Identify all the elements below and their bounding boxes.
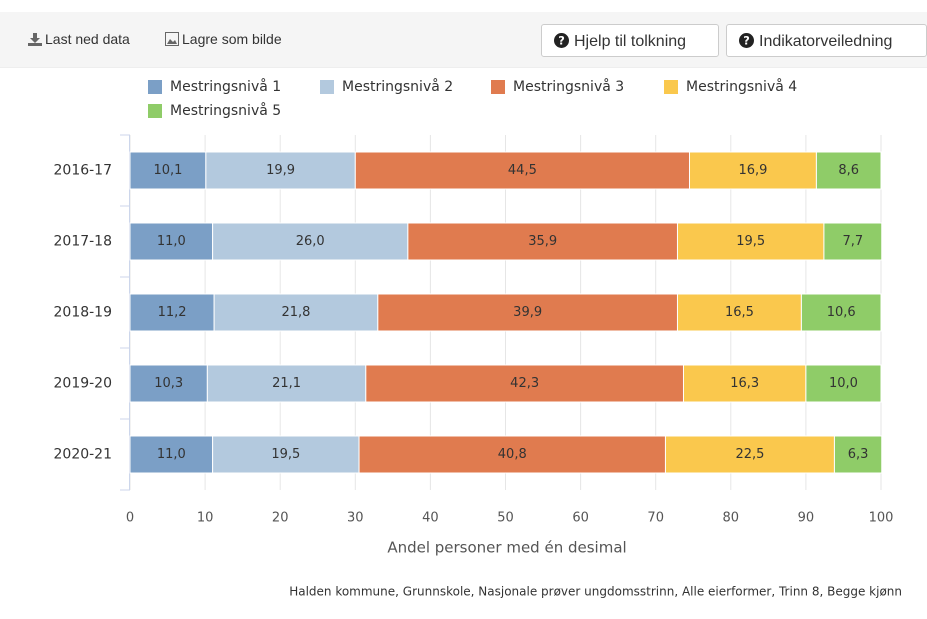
bar-segment — [833, 435, 883, 474]
svg-text:?: ? — [558, 35, 565, 48]
data-label: 21,8 — [281, 305, 310, 320]
bar-segment — [676, 222, 825, 261]
x-tick-label: 20 — [272, 511, 289, 526]
x-tick-label: 60 — [572, 511, 589, 526]
bar-segment — [354, 151, 690, 190]
y-tick-label: 2016-17 — [54, 163, 113, 179]
y-tick-label: 2019-20 — [54, 376, 113, 392]
data-label: 10,1 — [153, 163, 182, 178]
legend-label: Mestringsnivå 3 — [513, 78, 624, 95]
legend-swatch — [148, 104, 162, 118]
x-tick-label: 80 — [723, 511, 740, 526]
caption: Halden kommune, Grunnskole, Nasjonale pr… — [289, 585, 902, 599]
data-label: 42,3 — [510, 376, 539, 391]
x-tick-label: 0 — [126, 511, 134, 526]
bar-segment — [823, 222, 883, 261]
bar-segment — [664, 435, 835, 474]
help-button[interactable]: ? Hjelp til tolkning — [541, 24, 719, 57]
data-label: 16,3 — [730, 376, 759, 391]
data-label: 19,5 — [736, 234, 765, 249]
data-label: 35,9 — [528, 234, 557, 249]
download-icon — [28, 33, 42, 46]
bar-segment — [800, 293, 882, 332]
guide-label: Indikatorveiledning — [759, 33, 893, 50]
legend-label: Mestringsnivå 1 — [170, 78, 281, 95]
save-image-button[interactable]: Lagre som bilde — [165, 12, 282, 67]
image-icon — [165, 32, 179, 46]
data-label: 40,8 — [498, 447, 527, 462]
data-label: 7,7 — [842, 234, 863, 249]
data-label: 8,6 — [838, 163, 859, 178]
x-axis-title: Andel personer med én desimal — [387, 539, 626, 557]
guide-button[interactable]: ? Indikatorveiledning — [726, 24, 927, 57]
bar-segment — [206, 364, 367, 403]
data-label: 39,9 — [513, 305, 542, 320]
data-label: 19,5 — [271, 447, 300, 462]
bar-segment — [805, 364, 882, 403]
bar-segment — [682, 364, 807, 403]
x-tick-label: 30 — [347, 511, 364, 526]
legend-swatch — [491, 80, 505, 94]
data-label: 11,0 — [157, 447, 186, 462]
question-icon: ? — [554, 33, 569, 48]
data-label: 11,2 — [158, 305, 187, 320]
data-label: 10,0 — [829, 376, 858, 391]
y-tick-label: 2018-19 — [54, 305, 113, 321]
bar-segment — [129, 293, 215, 332]
bar-segment — [365, 364, 684, 403]
question-icon: ? — [739, 33, 754, 48]
data-label: 11,0 — [157, 234, 186, 249]
bar-segment — [129, 151, 207, 190]
legend-label: Mestringsnivå 2 — [342, 78, 453, 95]
x-tick-label: 70 — [647, 511, 664, 526]
data-label: 22,5 — [735, 447, 764, 462]
data-label: 19,9 — [266, 163, 295, 178]
bar-segment — [407, 222, 678, 261]
x-tick-label: 90 — [798, 511, 815, 526]
data-label: 10,6 — [827, 305, 856, 320]
save-image-label: Lagre som bilde — [182, 31, 282, 47]
bar-segment — [358, 435, 666, 474]
bar-segment — [815, 151, 882, 190]
data-label: 21,1 — [272, 376, 301, 391]
bar-segment — [377, 293, 678, 332]
x-tick-label: 40 — [422, 511, 439, 526]
data-label: 44,5 — [508, 163, 537, 178]
x-tick-label: 100 — [869, 511, 894, 526]
data-label: 26,0 — [296, 234, 325, 249]
x-tick-label: 50 — [497, 511, 514, 526]
data-label: 10,3 — [154, 376, 183, 391]
y-tick-label: 2017-18 — [54, 234, 113, 250]
data-label: 6,3 — [848, 447, 869, 462]
download-button[interactable]: Last ned data — [28, 12, 130, 67]
bar-segment — [129, 364, 208, 403]
svg-text:?: ? — [743, 35, 750, 48]
toolbar: Last ned data Lagre som bilde ? Hjelp til… — [0, 12, 927, 68]
legend-swatch — [320, 80, 334, 94]
download-label: Last ned data — [45, 31, 130, 47]
legend-swatch — [148, 80, 162, 94]
data-label: 16,9 — [738, 163, 767, 178]
bar-segment — [205, 151, 356, 190]
bar-segment — [212, 435, 360, 474]
bar-segment — [212, 222, 409, 261]
y-tick-label: 2020-21 — [54, 447, 113, 463]
legend-swatch — [664, 80, 678, 94]
legend-label: Mestringsnivå 5 — [170, 102, 281, 119]
legend-label: Mestringsnivå 4 — [686, 78, 797, 95]
help-label: Hjelp til tolkning — [574, 33, 687, 50]
x-tick-label: 10 — [197, 511, 214, 526]
data-label: 16,5 — [725, 305, 754, 320]
bar-segment — [676, 293, 802, 332]
